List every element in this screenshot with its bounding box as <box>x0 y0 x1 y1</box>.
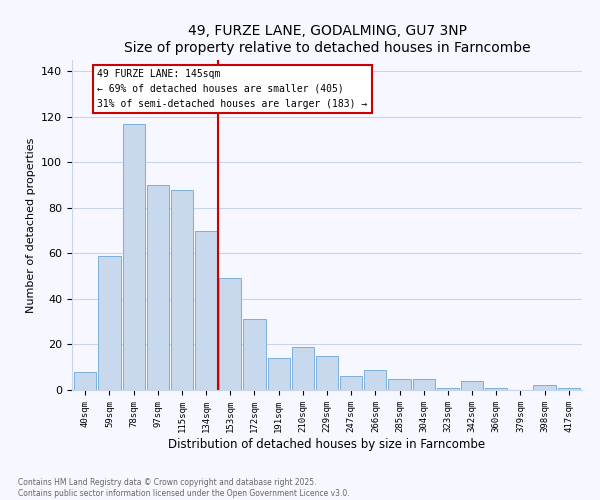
Bar <box>244 320 266 390</box>
Bar <box>98 256 121 390</box>
Bar <box>461 381 483 390</box>
Bar <box>340 376 362 390</box>
Bar <box>146 185 169 390</box>
Bar <box>557 388 580 390</box>
Text: Contains HM Land Registry data © Crown copyright and database right 2025.
Contai: Contains HM Land Registry data © Crown c… <box>18 478 350 498</box>
Bar <box>268 358 290 390</box>
Bar <box>485 388 508 390</box>
Bar <box>364 370 386 390</box>
Bar <box>533 386 556 390</box>
Bar <box>219 278 241 390</box>
Bar <box>171 190 193 390</box>
Y-axis label: Number of detached properties: Number of detached properties <box>26 138 35 312</box>
Bar <box>388 378 410 390</box>
Bar <box>437 388 459 390</box>
Bar <box>195 230 217 390</box>
Bar <box>292 347 314 390</box>
Bar <box>74 372 97 390</box>
Bar <box>316 356 338 390</box>
Title: 49, FURZE LANE, GODALMING, GU7 3NP
Size of property relative to detached houses : 49, FURZE LANE, GODALMING, GU7 3NP Size … <box>124 24 530 54</box>
X-axis label: Distribution of detached houses by size in Farncombe: Distribution of detached houses by size … <box>169 438 485 450</box>
Bar <box>413 378 435 390</box>
Bar <box>122 124 145 390</box>
Text: 49 FURZE LANE: 145sqm
← 69% of detached houses are smaller (405)
31% of semi-det: 49 FURZE LANE: 145sqm ← 69% of detached … <box>97 69 368 108</box>
